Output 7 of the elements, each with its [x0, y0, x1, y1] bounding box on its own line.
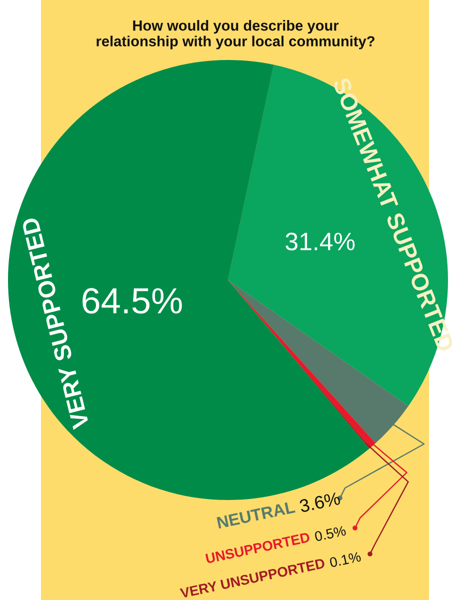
- slice-label: NEUTRAL: [216, 501, 296, 529]
- data-label: 64.5%: [82, 288, 182, 314]
- data-label: 3.6%: [299, 492, 341, 513]
- data-label: 31.4%: [286, 232, 355, 250]
- chart-title: How would you describe your relationship with your local community?: [96, 20, 374, 50]
- data-label: 0.1%: [329, 552, 362, 568]
- data-label: 0.5%: [314, 526, 346, 542]
